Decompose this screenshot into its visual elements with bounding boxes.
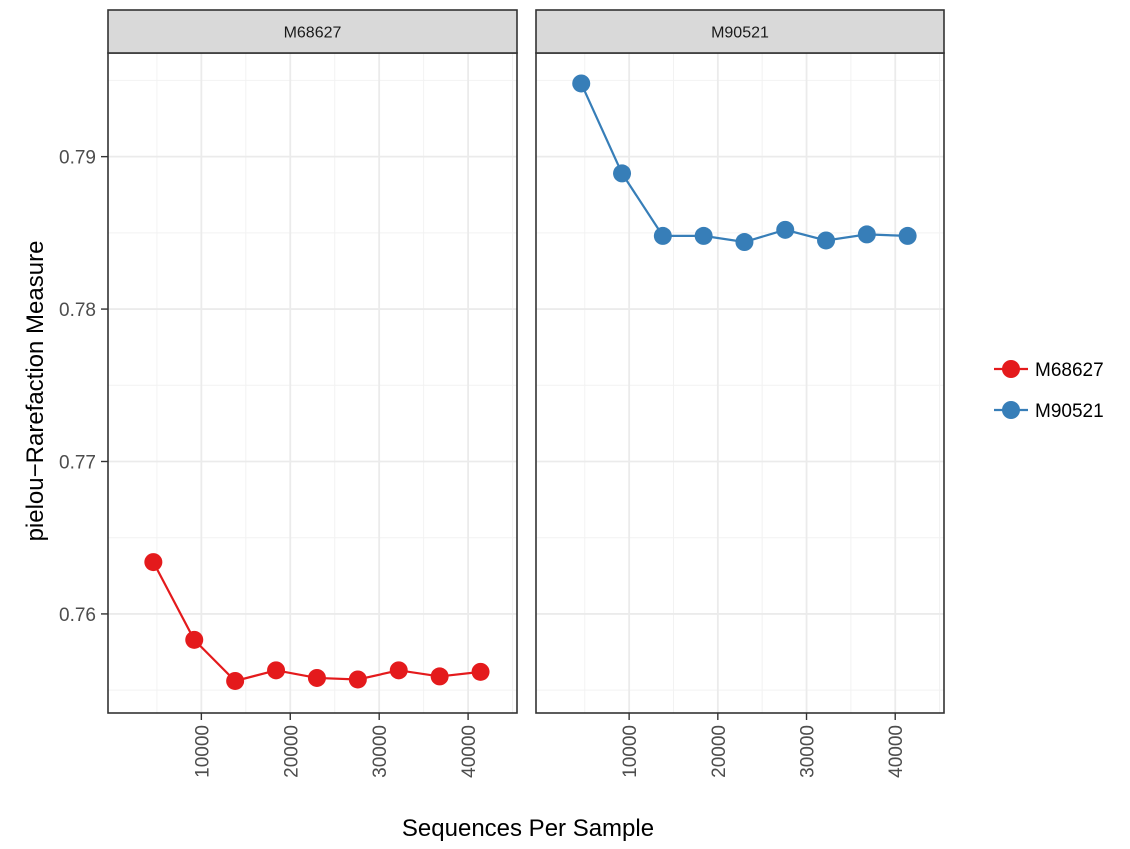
legend-label: M68627 <box>1035 360 1104 381</box>
data-point-M90521 <box>776 220 795 239</box>
data-point-M90521 <box>572 74 591 93</box>
legend-key-point <box>1002 401 1020 419</box>
facet-strip-label: M68627 <box>284 25 342 42</box>
facet-strip-label: M90521 <box>711 25 769 42</box>
data-point-M68627 <box>430 667 449 686</box>
legend-item-M90521: M90521 <box>994 401 1104 422</box>
legend-key-point <box>1002 360 1020 378</box>
data-point-M90521 <box>898 226 917 245</box>
x-axis-title: Sequences Per Sample <box>402 815 654 842</box>
y-tick-label: 0.79 <box>59 148 96 169</box>
y-tick-label: 0.76 <box>59 605 96 626</box>
series-M90521 <box>572 74 917 252</box>
data-point-M90521 <box>817 231 836 250</box>
legend-item-M68627: M68627 <box>994 360 1104 381</box>
data-point-M68627 <box>348 670 367 689</box>
series-M68627 <box>144 553 490 690</box>
facet-panel-M90521: M90521 10000 20000 30000 40000 <box>535 9 945 778</box>
data-point-M90521 <box>613 164 632 183</box>
y-axis-title: pielou−Rarefaction Measure <box>22 241 49 542</box>
x-tick-label: 20000 <box>281 725 302 778</box>
data-point-M68627 <box>389 661 408 680</box>
data-point-M68627 <box>226 671 245 690</box>
x-tick-label: 10000 <box>192 725 213 778</box>
data-point-M68627 <box>144 553 163 572</box>
x-tick-label: 20000 <box>709 725 730 778</box>
facet-strip <box>107 9 518 54</box>
data-point-M68627 <box>471 662 490 681</box>
data-point-M90521 <box>857 225 876 244</box>
panel-background <box>108 53 517 713</box>
grid-lines <box>536 53 944 713</box>
y-tick-label: 0.78 <box>59 300 96 321</box>
data-point-M68627 <box>307 668 326 687</box>
x-tick-label: 30000 <box>370 725 391 778</box>
facet-strip <box>535 9 945 54</box>
x-tick-label: 40000 <box>886 725 907 778</box>
x-tick-label: 10000 <box>620 725 641 778</box>
data-point-M90521 <box>694 226 713 245</box>
data-point-M68627 <box>267 661 286 680</box>
data-point-M90521 <box>653 226 672 245</box>
y-tick-label: 0.77 <box>59 452 96 473</box>
data-point-M68627 <box>185 630 204 649</box>
data-point-M90521 <box>735 233 754 252</box>
axis-titles: Sequences Per Sample pielou−Rarefaction … <box>22 241 654 842</box>
x-tick-label: 40000 <box>459 725 480 778</box>
legend-label: M90521 <box>1035 401 1104 422</box>
grid-lines <box>108 53 517 713</box>
x-tick-label: 30000 <box>798 725 819 778</box>
facet-panel-M68627: M68627 10000 20000 30000 40000 0.76 0.77 0.78 0.… <box>59 9 518 778</box>
panel-background <box>536 53 944 713</box>
facet-panels: M68627 10000 20000 30000 40000 0.76 0.77 0.78 0.… <box>59 9 945 778</box>
legend: M68627 M90521 <box>994 360 1104 422</box>
